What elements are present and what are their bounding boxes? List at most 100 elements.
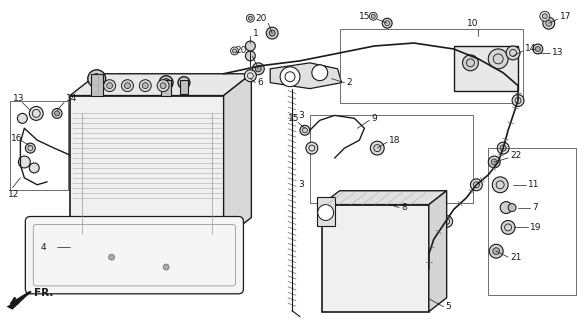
Circle shape xyxy=(255,66,261,72)
Circle shape xyxy=(441,215,452,228)
Text: 22: 22 xyxy=(510,150,522,160)
Circle shape xyxy=(246,51,255,61)
Text: 4: 4 xyxy=(40,243,46,252)
Circle shape xyxy=(266,27,278,39)
Circle shape xyxy=(18,156,30,168)
Circle shape xyxy=(506,46,520,60)
Circle shape xyxy=(488,156,500,168)
Circle shape xyxy=(244,70,256,82)
Circle shape xyxy=(178,77,190,89)
Circle shape xyxy=(25,143,35,153)
Circle shape xyxy=(104,80,115,92)
Bar xyxy=(180,80,188,93)
Circle shape xyxy=(372,14,375,18)
Circle shape xyxy=(318,204,333,220)
Text: 6: 6 xyxy=(257,78,263,87)
Circle shape xyxy=(497,142,509,154)
Bar xyxy=(11,100,68,190)
Circle shape xyxy=(29,107,43,120)
Polygon shape xyxy=(270,63,342,89)
Circle shape xyxy=(423,263,435,275)
Polygon shape xyxy=(70,74,251,96)
Text: 9: 9 xyxy=(372,114,377,123)
Text: 12: 12 xyxy=(8,190,19,199)
Text: 19: 19 xyxy=(530,223,541,232)
Polygon shape xyxy=(322,191,447,204)
Circle shape xyxy=(124,83,131,89)
Bar xyxy=(91,74,103,96)
Circle shape xyxy=(269,30,275,36)
Text: 3: 3 xyxy=(298,111,304,120)
Text: 13: 13 xyxy=(552,48,563,57)
Circle shape xyxy=(108,254,114,260)
Text: 21: 21 xyxy=(510,253,522,262)
Circle shape xyxy=(512,95,524,107)
Circle shape xyxy=(489,244,503,258)
Bar xyxy=(454,46,518,91)
Circle shape xyxy=(246,14,254,22)
Circle shape xyxy=(533,44,543,54)
Bar xyxy=(317,197,335,227)
Text: 13: 13 xyxy=(12,94,24,103)
Circle shape xyxy=(253,63,264,75)
Text: 2: 2 xyxy=(346,78,352,87)
Bar xyxy=(322,204,429,312)
Text: 16: 16 xyxy=(11,134,22,143)
Circle shape xyxy=(29,163,39,173)
Circle shape xyxy=(52,108,62,118)
Text: 20: 20 xyxy=(255,14,267,23)
Circle shape xyxy=(88,70,105,88)
Circle shape xyxy=(139,80,151,92)
Polygon shape xyxy=(6,291,32,310)
Circle shape xyxy=(306,142,318,154)
Circle shape xyxy=(369,12,377,20)
Circle shape xyxy=(536,46,540,52)
Text: 17: 17 xyxy=(560,12,571,21)
Circle shape xyxy=(491,159,497,165)
Circle shape xyxy=(370,141,384,155)
Text: 15: 15 xyxy=(359,12,371,21)
Circle shape xyxy=(492,177,508,193)
Text: 14: 14 xyxy=(66,94,77,103)
Circle shape xyxy=(462,55,478,71)
Circle shape xyxy=(159,76,173,90)
Circle shape xyxy=(163,264,169,270)
Circle shape xyxy=(280,67,300,87)
Text: 8: 8 xyxy=(401,203,407,212)
Circle shape xyxy=(121,80,134,92)
Circle shape xyxy=(381,197,397,212)
Bar xyxy=(340,29,523,103)
Circle shape xyxy=(542,14,547,19)
Circle shape xyxy=(160,83,166,89)
Circle shape xyxy=(107,83,113,89)
Circle shape xyxy=(230,47,239,55)
Circle shape xyxy=(471,179,482,191)
Text: 1: 1 xyxy=(253,28,259,38)
Text: 7: 7 xyxy=(532,203,538,212)
FancyBboxPatch shape xyxy=(25,217,243,294)
Polygon shape xyxy=(429,191,447,312)
Circle shape xyxy=(501,220,515,234)
Circle shape xyxy=(493,248,500,255)
Circle shape xyxy=(162,79,170,87)
Text: 11: 11 xyxy=(528,180,540,189)
Text: 5: 5 xyxy=(446,302,451,311)
Text: 20: 20 xyxy=(236,46,247,55)
Circle shape xyxy=(488,49,508,69)
Text: 18: 18 xyxy=(389,136,401,145)
Bar xyxy=(488,148,575,295)
Circle shape xyxy=(54,111,60,116)
Circle shape xyxy=(18,113,28,123)
Circle shape xyxy=(546,20,552,26)
Circle shape xyxy=(508,204,516,212)
Text: 14: 14 xyxy=(525,44,536,53)
Circle shape xyxy=(312,65,328,81)
Bar xyxy=(161,80,171,96)
Bar xyxy=(70,96,224,239)
Text: FR.: FR. xyxy=(34,288,54,298)
Circle shape xyxy=(500,202,512,213)
Text: 10: 10 xyxy=(466,19,478,28)
Text: 3: 3 xyxy=(298,180,304,189)
Text: 15: 15 xyxy=(288,114,299,123)
Circle shape xyxy=(300,125,310,135)
